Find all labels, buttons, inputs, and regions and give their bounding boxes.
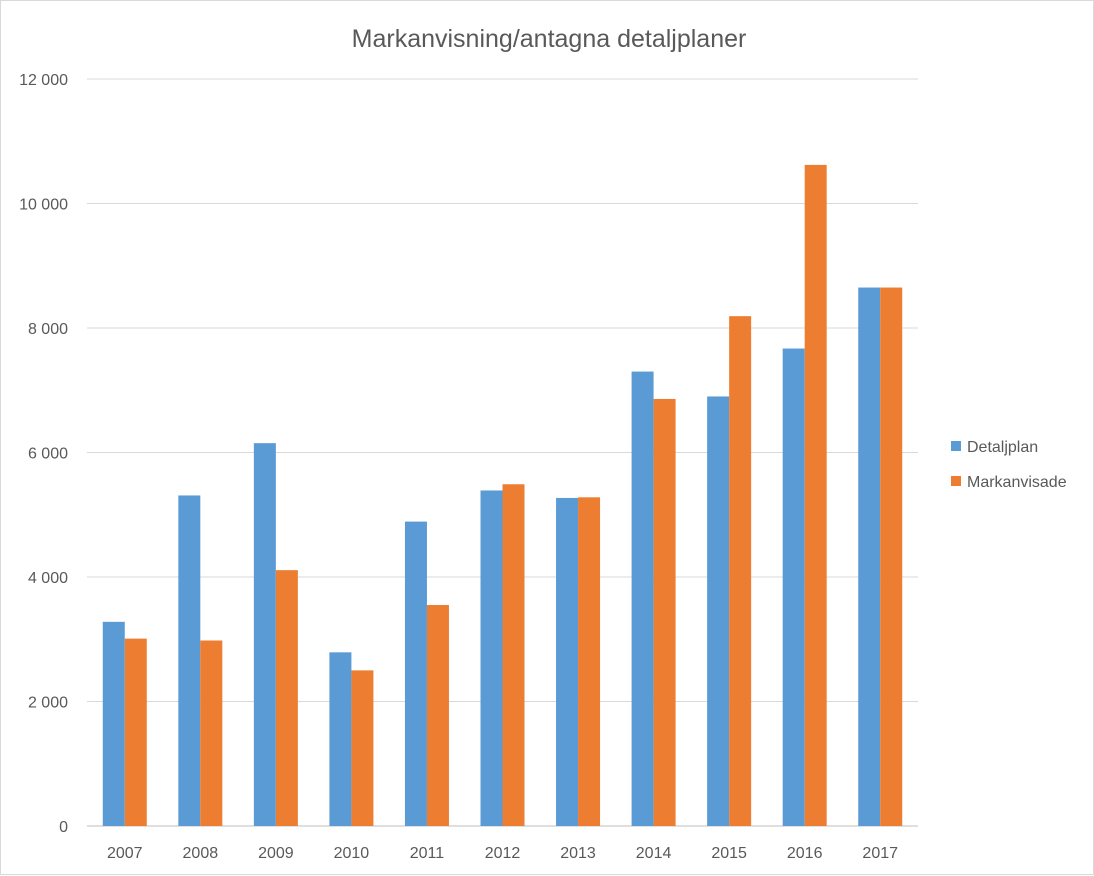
y-tick-label: 0	[59, 819, 68, 836]
x-tick-label: 2013	[560, 845, 596, 862]
bar-detaljplan-2012	[480, 490, 503, 826]
bar-detaljplan-2017	[858, 287, 881, 827]
legend: Detaljplan Markanvisade	[951, 439, 1067, 491]
bar-detaljplan-2015	[707, 396, 730, 826]
bar-detaljplan-2013	[556, 497, 579, 826]
bar-markanvisade-2015	[729, 316, 752, 826]
y-tick-label: 6 000	[28, 446, 68, 463]
x-tick-label: 2011	[410, 845, 445, 862]
x-tick-label: 2012	[485, 845, 521, 862]
x-tick-label: 2015	[711, 845, 747, 862]
bar-markanvisade-2009	[275, 570, 298, 826]
y-tick-label: 8 000	[28, 321, 68, 338]
bar-markanvisade-2014	[653, 398, 676, 826]
bar-detaljplan-2010	[329, 652, 352, 826]
bar-detaljplan-2009	[253, 443, 276, 826]
y-tick-label: 10 000	[19, 197, 68, 214]
bar-markanvisade-2007	[124, 638, 147, 826]
x-tick-label: 2014	[636, 845, 672, 862]
x-tick-label: 2016	[787, 845, 823, 862]
bar-markanvisade-2011	[426, 605, 449, 826]
legend-swatch	[951, 441, 961, 451]
bar-detaljplan-2008	[178, 495, 201, 826]
bar-detaljplan-2011	[404, 521, 427, 826]
x-tick-label: 2010	[334, 845, 370, 862]
x-axis-tick-labels: 2007 2008 2009 2010 2011 2012 2013 2014 2015 2016…	[107, 845, 898, 862]
y-tick-label: 2 000	[28, 695, 68, 712]
bars	[102, 164, 903, 827]
y-tick-label: 4 000	[28, 570, 68, 587]
bar-detaljplan-2014	[631, 371, 654, 826]
bar-markanvisade-2008	[200, 640, 223, 826]
y-tick-label: 12 000	[19, 72, 68, 89]
bar-markanvisade-2016	[804, 164, 827, 826]
x-tick-label: 2009	[258, 845, 294, 862]
bar-detaljplan-2016	[782, 348, 805, 826]
legend-label: Markanvisade	[967, 474, 1067, 491]
y-axis-tick-labels: 0 2 000 4 000 6 000 8 000 10 000 12 000	[19, 72, 68, 836]
x-tick-label: 2008	[183, 845, 219, 862]
bar-markanvisade-2010	[351, 670, 374, 826]
legend-swatch	[951, 476, 961, 486]
bar-markanvisade-2012	[502, 484, 525, 826]
bar-markanvisade-2017	[880, 287, 903, 827]
x-tick-label: 2017	[862, 845, 898, 862]
x-tick-label: 2007	[107, 845, 143, 862]
bar-markanvisade-2013	[578, 497, 601, 826]
bar-detaljplan-2007	[102, 621, 125, 826]
chart-title: Markanvisning/antagna detaljplaner	[352, 25, 747, 53]
legend-label: Detaljplan	[967, 439, 1038, 456]
